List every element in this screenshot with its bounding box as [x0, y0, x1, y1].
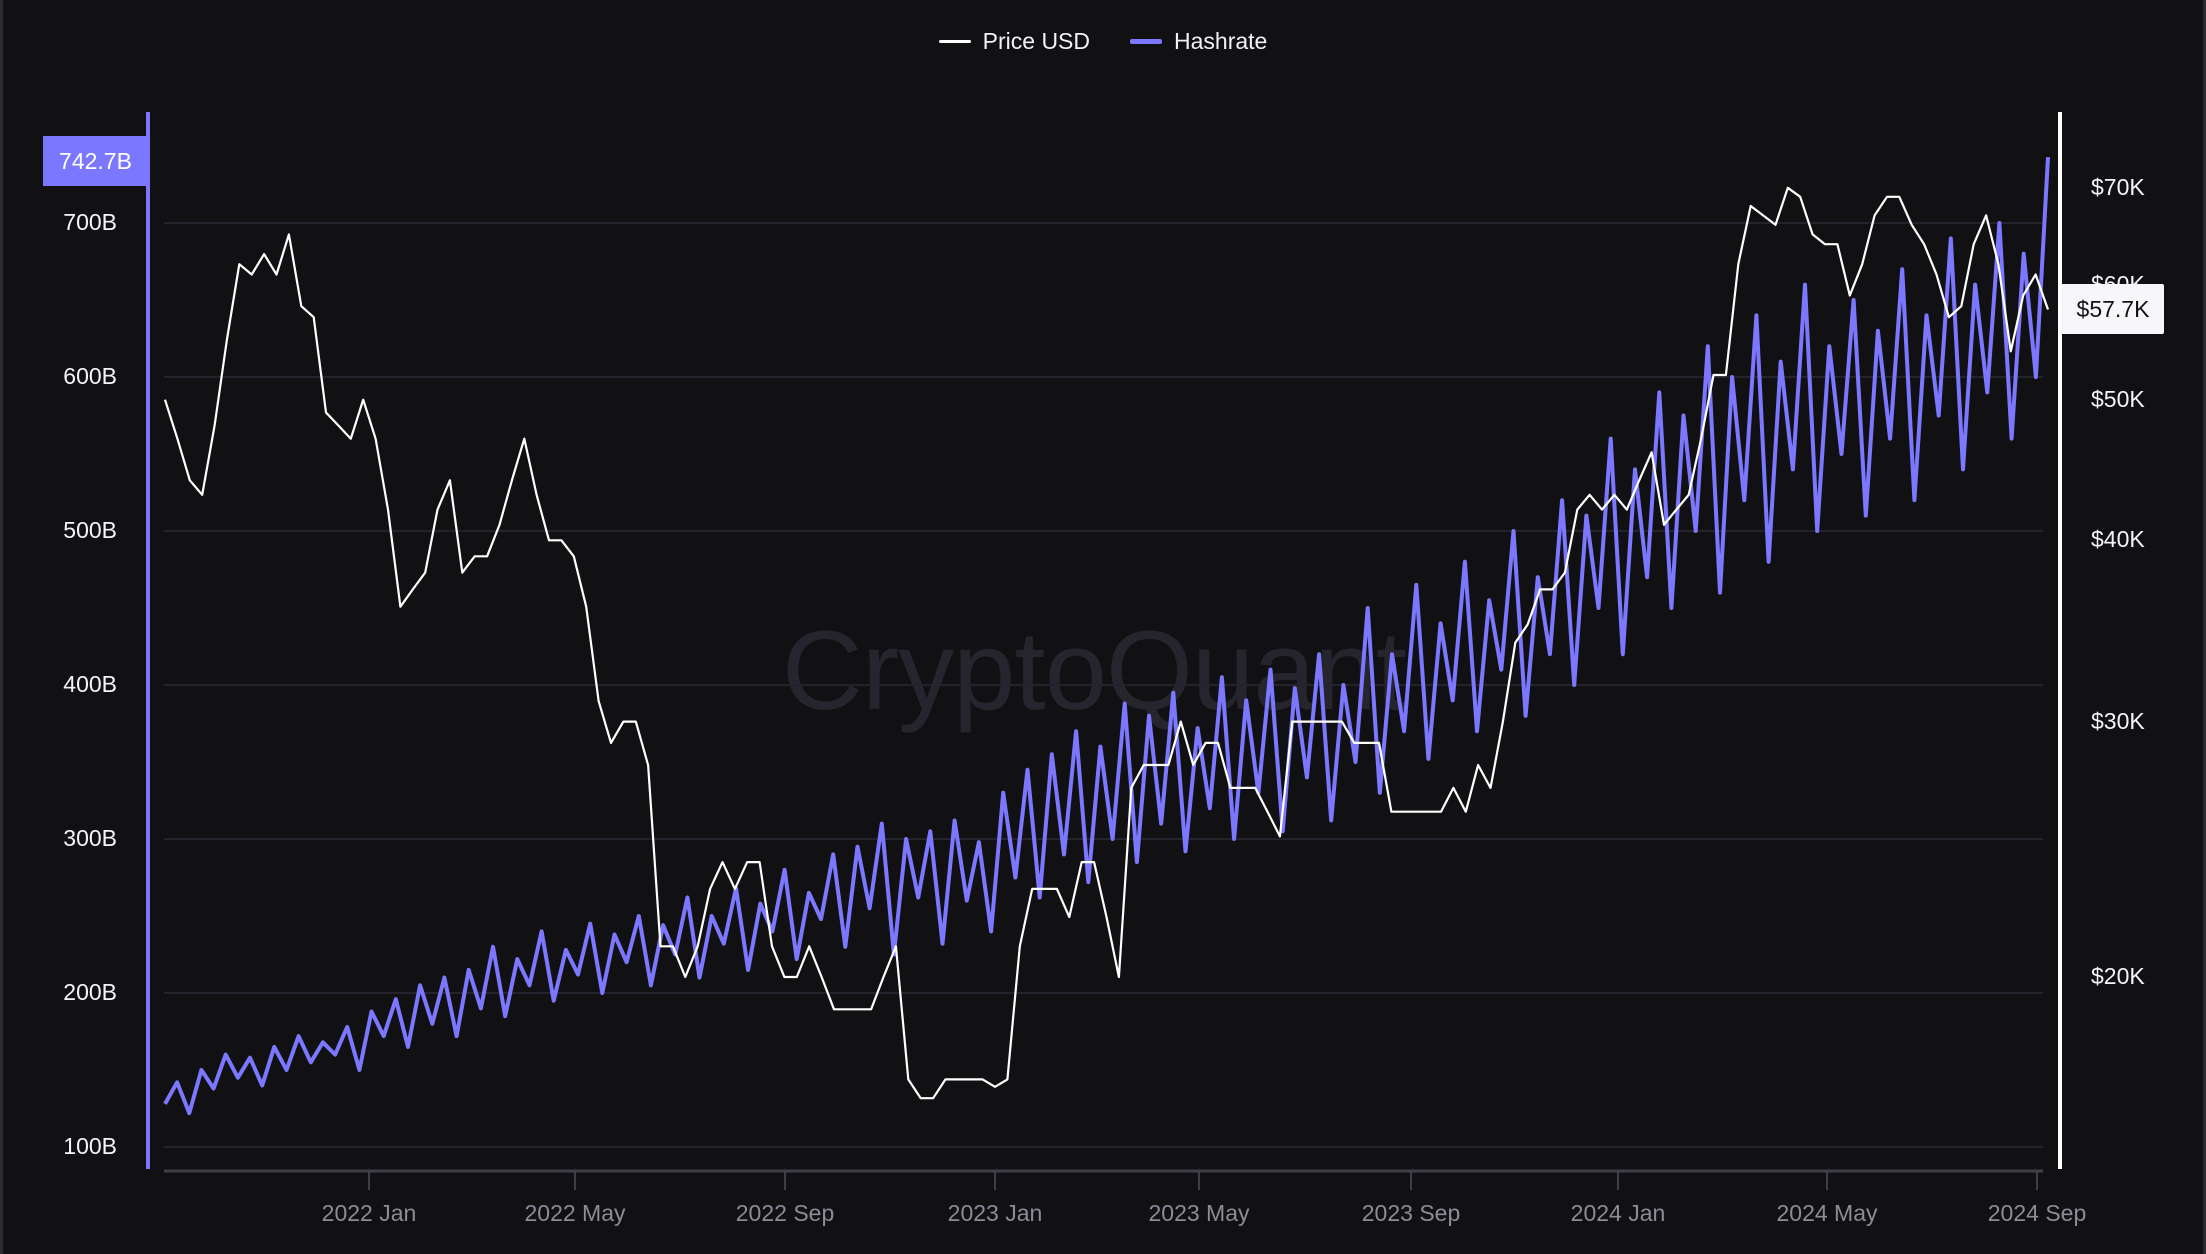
x-axis-tick-label: 2024 Sep	[1987, 1200, 2087, 1226]
frame-left-border	[0, 0, 3, 1254]
x-axis-ticks	[368, 1171, 2038, 1190]
price-current-value-tag: $57.7K	[2062, 284, 2164, 334]
left-axis-tick-label: 100B	[63, 1133, 117, 1159]
right-axis-tick-label: $70K	[2091, 173, 2145, 200]
legend-item-price[interactable]: Price USD	[938, 28, 1091, 55]
x-axis-tick-label: 2022 Sep	[735, 1200, 835, 1226]
left-axis-tick-label: 700B	[63, 209, 117, 235]
left-axis-tick-label: 500B	[63, 517, 117, 543]
hashrate-line-swatch-icon	[1130, 39, 1163, 44]
gridlines	[164, 222, 2043, 1148]
left-axis-tick-label: 600B	[63, 363, 117, 389]
x-axis-tick-label: 2024 May	[1776, 1200, 1878, 1226]
legend-item-hashrate[interactable]: Hashrate	[1130, 28, 1267, 55]
x-axis-tick-label: 2023 May	[1148, 1200, 1250, 1226]
hashrate-current-value-tag: 742.7B	[43, 136, 148, 186]
x-axis-tick-label: 2022 Jan	[321, 1200, 417, 1226]
left-axis-tick-label: 300B	[63, 825, 117, 851]
x-axis-tick-label: 2024 Jan	[1570, 1200, 1666, 1226]
x-axis-tick-label: 2022 May	[524, 1200, 626, 1226]
price-line-swatch-icon	[938, 40, 971, 43]
right-axis-tick-label: $20K	[2091, 963, 2145, 989]
right-axis-tick-label: $30K	[2091, 707, 2145, 734]
price-series-line	[163, 186, 2050, 1100]
left-axis-tick-label: 400B	[63, 671, 117, 697]
x-axis-tick-label: 2023 Jan	[947, 1200, 1043, 1226]
legend-label-price: Price USD	[982, 28, 1091, 54]
legend-label-hashrate: Hashrate	[1174, 28, 1268, 54]
right-axis-tick-label: $50K	[2091, 385, 2145, 412]
left-axis-tick-label: 200B	[63, 979, 117, 1005]
hashrate-series-line	[163, 157, 2050, 1116]
frame-right-border	[2203, 0, 2206, 1254]
right-axis-tick-label: $40K	[2091, 526, 2145, 553]
x-axis-tick-label: 2023 Sep	[1361, 1200, 1461, 1226]
chart-legend: Price USD Hashrate	[0, 28, 2206, 55]
